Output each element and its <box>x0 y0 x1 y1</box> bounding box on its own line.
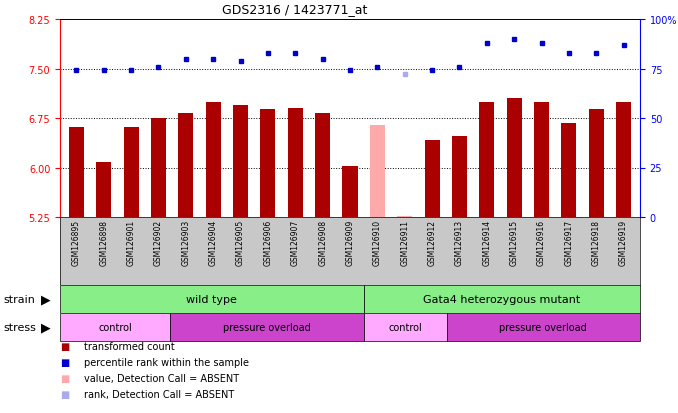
Text: GSM126913: GSM126913 <box>455 219 464 266</box>
Text: GSM126906: GSM126906 <box>264 219 273 266</box>
Text: GSM126909: GSM126909 <box>346 219 355 266</box>
Bar <box>506 99 521 218</box>
Text: GSM126908: GSM126908 <box>318 219 327 266</box>
Text: GSM126917: GSM126917 <box>564 219 574 266</box>
Bar <box>452 137 467 218</box>
Text: GSM126911: GSM126911 <box>400 219 410 266</box>
Bar <box>315 114 330 218</box>
Bar <box>342 166 357 218</box>
Bar <box>397 216 412 218</box>
Bar <box>233 106 248 218</box>
Bar <box>424 140 439 218</box>
Text: GSM126919: GSM126919 <box>619 219 628 266</box>
Bar <box>260 110 275 218</box>
Text: GSM126898: GSM126898 <box>99 219 108 266</box>
Text: transformed count: transformed count <box>83 341 174 351</box>
Bar <box>561 123 576 218</box>
FancyBboxPatch shape <box>364 285 640 313</box>
Bar <box>123 128 139 218</box>
FancyBboxPatch shape <box>447 313 640 341</box>
Text: control: control <box>388 322 422 332</box>
Text: ■: ■ <box>60 341 69 351</box>
Text: GSM126902: GSM126902 <box>154 219 163 266</box>
Text: stress: stress <box>3 322 36 332</box>
FancyBboxPatch shape <box>60 285 364 313</box>
Bar <box>205 102 221 218</box>
Text: control: control <box>98 322 132 332</box>
Bar <box>287 109 303 218</box>
Text: GSM126918: GSM126918 <box>592 219 601 266</box>
Text: GSM126910: GSM126910 <box>373 219 382 266</box>
Text: GSM126901: GSM126901 <box>127 219 136 266</box>
Bar <box>534 102 549 218</box>
Text: wild type: wild type <box>186 294 237 304</box>
Bar <box>479 102 494 218</box>
Bar <box>151 119 166 218</box>
Text: strain: strain <box>3 294 35 304</box>
Text: pressure overload: pressure overload <box>223 322 311 332</box>
Text: GSM126907: GSM126907 <box>291 219 300 266</box>
Text: GSM126903: GSM126903 <box>181 219 191 266</box>
Bar <box>178 114 193 218</box>
Bar <box>69 127 84 218</box>
Text: GSM126895: GSM126895 <box>72 219 81 266</box>
Text: percentile rank within the sample: percentile rank within the sample <box>83 357 249 367</box>
Text: ■: ■ <box>60 389 69 399</box>
Text: GSM126904: GSM126904 <box>209 219 218 266</box>
Text: value, Detection Call = ABSENT: value, Detection Call = ABSENT <box>83 373 239 383</box>
Text: ▶: ▶ <box>41 321 50 334</box>
Text: Gata4 heterozygous mutant: Gata4 heterozygous mutant <box>423 294 580 304</box>
Text: GDS2316 / 1423771_at: GDS2316 / 1423771_at <box>222 3 367 16</box>
Bar <box>589 110 603 218</box>
FancyBboxPatch shape <box>364 313 447 341</box>
Text: GSM126915: GSM126915 <box>510 219 519 266</box>
Text: ▶: ▶ <box>41 293 50 306</box>
Bar <box>96 163 111 218</box>
FancyBboxPatch shape <box>170 313 364 341</box>
Text: ■: ■ <box>60 357 69 367</box>
Text: GSM126912: GSM126912 <box>428 219 437 266</box>
Text: pressure overload: pressure overload <box>500 322 587 332</box>
Text: ■: ■ <box>60 373 69 383</box>
Text: GSM126914: GSM126914 <box>482 219 492 266</box>
Text: GSM126916: GSM126916 <box>537 219 546 266</box>
Text: GSM126905: GSM126905 <box>236 219 245 266</box>
FancyBboxPatch shape <box>60 313 170 341</box>
Bar <box>616 102 631 218</box>
Bar <box>370 125 385 218</box>
Text: rank, Detection Call = ABSENT: rank, Detection Call = ABSENT <box>83 389 234 399</box>
